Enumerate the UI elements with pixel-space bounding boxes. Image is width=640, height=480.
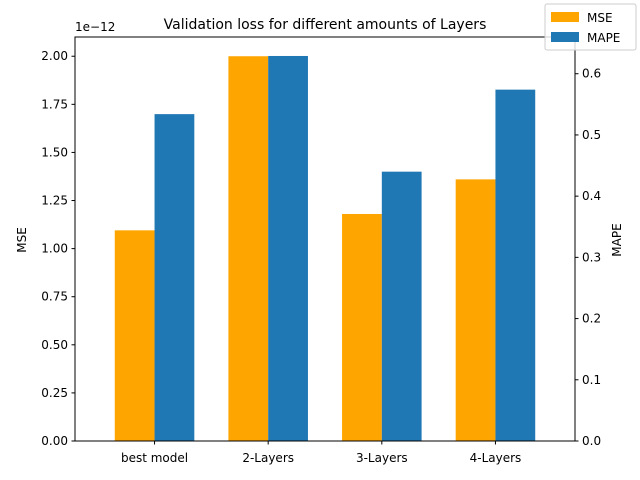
x-tick-label: 2-Layers	[242, 451, 294, 465]
left-tick-label: 0.50	[41, 338, 68, 352]
legend-label-mse: MSE	[587, 11, 613, 25]
bar-mse-1	[228, 56, 269, 442]
right-tick-label: 0.2	[582, 312, 601, 326]
x-tick-label: 4-Layers	[470, 451, 522, 465]
right-axis-ticks: 0.0 0.1 0.2 0.3 0.4 0.5 0.6	[575, 67, 601, 448]
plot-frame	[74, 36, 576, 442]
left-tick-label: 1.75	[41, 97, 68, 111]
x-axis-ticks: best model 2-Layers 3-Layers 4-Layers	[121, 441, 521, 465]
left-tick-label: 1.50	[41, 145, 68, 159]
legend-swatch-mse	[551, 12, 579, 22]
bar-mape-2	[381, 171, 422, 442]
left-axis-ticks: 0.00 0.25 0.50 0.75 1.00 1.25 1.50 1.75 2.00	[41, 49, 75, 448]
right-tick-label: 0.3	[582, 250, 601, 264]
right-tick-label: 0.5	[582, 128, 601, 142]
bar-mse-0	[114, 230, 155, 441]
bar-mse-3	[455, 179, 496, 442]
left-tick-label: 0.00	[41, 434, 68, 448]
legend-label-mape: MAPE	[587, 31, 620, 45]
left-tick-label: 2.00	[41, 49, 68, 63]
left-tick-label: 1.00	[41, 242, 68, 256]
chart-title: Validation loss for different amounts of…	[164, 17, 487, 33]
legend-swatch-mape	[551, 32, 579, 42]
right-tick-label: 0.4	[582, 189, 601, 203]
bars-layer	[114, 55, 536, 442]
bar-mape-0	[154, 114, 195, 441]
right-axis-label: MAPE	[610, 223, 624, 256]
x-tick-label: 3-Layers	[356, 451, 408, 465]
legend: MSE MAPE	[544, 3, 637, 51]
left-tick-label: 0.75	[41, 290, 68, 304]
left-tick-label: 0.25	[41, 386, 68, 400]
right-tick-label: 0.0	[582, 434, 601, 448]
bar-mape-3	[495, 89, 536, 441]
right-tick-label: 0.1	[582, 373, 601, 387]
left-tick-label: 1.25	[41, 194, 68, 208]
bar-mape-1	[268, 55, 308, 441]
x-tick-label: best model	[121, 451, 188, 465]
bar-mse-2	[342, 213, 382, 441]
left-axis-label: MSE	[15, 227, 29, 253]
left-axis-offset-text: 1e−12	[75, 20, 115, 34]
right-tick-label: 0.6	[582, 67, 601, 81]
